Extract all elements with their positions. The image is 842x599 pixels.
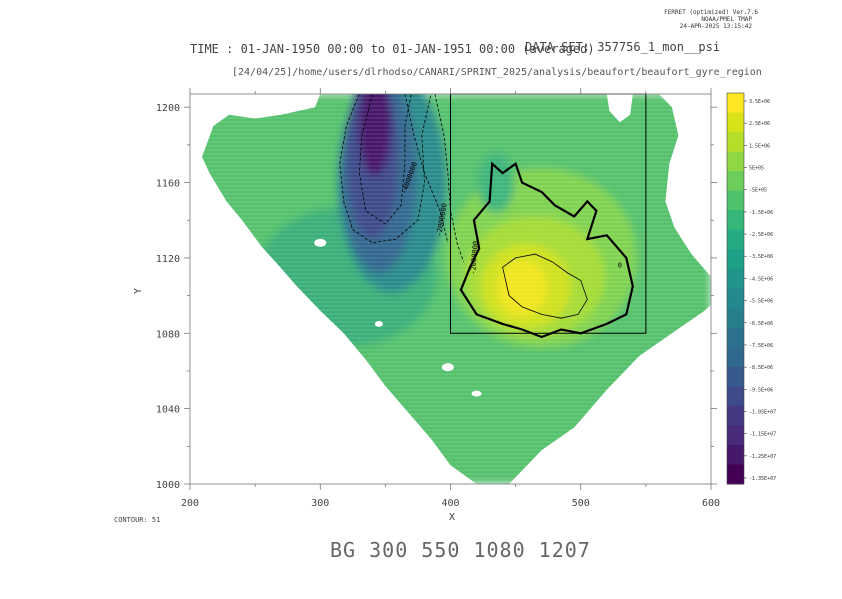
colorbar-label: -5.5E+06: [749, 299, 773, 305]
contour-negative-0: [339, 94, 432, 244]
contour-label: -2000000: [469, 241, 480, 275]
colorbar-label: -5E+05: [749, 188, 767, 194]
colorbar-swatch: [727, 425, 744, 446]
island-2: [374, 320, 383, 327]
contour-negative-1: [358, 94, 412, 225]
colorbar: 3.5E+06 2.5E+06 1.5E+06 5E+05 -5E+05 -1.5E+06…: [726, 92, 776, 485]
colorbar-swatch: [727, 249, 744, 270]
colorbar-label: -1.35E+07: [749, 476, 776, 482]
dataset-label: DATA SET: 357756_1_mon__psi: [525, 40, 720, 54]
colorbar-swatch: [727, 444, 744, 465]
colorbar-label: -9.5E+06: [749, 387, 773, 393]
colorbar-label: -7.5E+06: [749, 343, 773, 349]
island-4: [689, 172, 706, 193]
colorbar-swatch: [727, 229, 744, 250]
colorbar-swatch: [727, 366, 744, 387]
colorbar-label: -6.5E+06: [749, 321, 773, 327]
colorbar-label: -1.25E+07: [749, 454, 776, 460]
y-axis: 1000 1040 1080 1120 1160 1200: [156, 103, 717, 491]
colorbar-swatch: [727, 288, 744, 309]
contour-negative-3: [404, 94, 449, 243]
software-label: FERRET (optimized) Ver.7.6: [664, 9, 758, 16]
path-label: [24/04/25]/home/users/dlrhodso/CANARI/SP…: [232, 67, 762, 78]
x-axis: 200 300 400 500 600: [181, 88, 720, 509]
colorbar-swatch: [727, 327, 744, 348]
colorbar-label: -4.5E+06: [749, 276, 773, 282]
island-6: [685, 108, 698, 125]
contour-zero: [459, 161, 634, 339]
x-tick-label: 600: [702, 498, 720, 509]
contour-note: CONTOUR: 51: [114, 516, 160, 524]
x-tick-label: 300: [311, 498, 329, 509]
colorbar-label: -2.5E+06: [749, 232, 773, 238]
y-tick-label: 1080: [156, 329, 180, 340]
colorbar-swatch: [727, 93, 744, 114]
y-axis-label: Y: [133, 288, 144, 294]
colorbar-swatch: [727, 132, 744, 153]
land-mask-1: [190, 107, 477, 484]
psi-field: -4000000-2000000-2000000 0: [190, 94, 711, 484]
y-tick-label: 1120: [156, 254, 180, 265]
contour-negative-2: [434, 94, 464, 262]
lab-label: NOAA/PMEL TMAP: [701, 16, 752, 23]
colorbar-swatch: [727, 190, 744, 211]
plot-title: TIME : 01-JAN-1950 00:00 to 01-JAN-1951 …: [190, 42, 595, 56]
colorbar-swatch: [727, 464, 744, 485]
contour-label: 0: [618, 261, 622, 269]
timestamp-label: 24-APR-2025 13:15:42: [680, 23, 753, 30]
colorbar-swatch: [727, 268, 744, 289]
colorbar-label: -1.05E+07: [749, 409, 776, 415]
colorbar-label: -1.15E+07: [749, 432, 776, 438]
y-tick-label: 1040: [156, 405, 180, 416]
colorbar-label: -3.5E+06: [749, 254, 773, 260]
island-3: [314, 238, 327, 247]
x-axis-label: X: [449, 512, 455, 523]
land-mask-3: [658, 94, 711, 277]
land-mask-0: [190, 94, 321, 183]
colorbar-swatch: [727, 308, 744, 329]
colorbar-label: 1.5E+06: [749, 143, 770, 149]
island-5: [706, 214, 711, 227]
colorbar-swatch: [727, 171, 744, 192]
x-tick-label: 500: [572, 498, 590, 509]
colorbar-swatch: [727, 151, 744, 172]
colorbar-swatch: [727, 405, 744, 426]
y-tick-label: 1200: [156, 103, 180, 114]
colorbar-swatch: [727, 347, 744, 368]
colorbar-swatch: [727, 210, 744, 231]
y-tick-label: 1000: [156, 480, 180, 491]
colorbar-label: 3.5E+06: [749, 99, 770, 105]
island-0: [441, 363, 454, 372]
colorbar-swatch: [727, 112, 744, 133]
land-mask-4: [606, 94, 633, 123]
colorbar-swatch: [727, 386, 744, 407]
land-mask-2: [509, 305, 711, 484]
contour-positive: [502, 253, 588, 319]
island-1: [471, 390, 482, 397]
footer-label: BG 300 550 1080 1207: [330, 538, 591, 562]
x-tick-label: 200: [181, 498, 199, 509]
colorbar-label: -1.5E+06: [749, 210, 773, 216]
colorbar-label: 2.5E+06: [749, 121, 770, 127]
x-tick-label: 400: [441, 498, 459, 509]
y-tick-label: 1160: [156, 179, 180, 190]
colorbar-label: -8.5E+06: [749, 365, 773, 371]
colorbar-label: 5E+05: [749, 166, 764, 172]
